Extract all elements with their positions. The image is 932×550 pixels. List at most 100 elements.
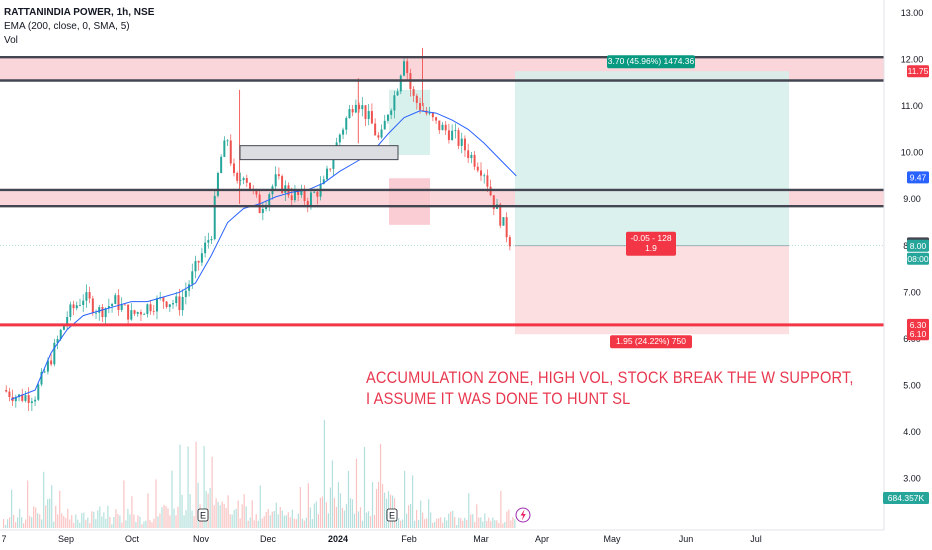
price-tag-label: 08:00 <box>907 254 929 264</box>
risk-reward-label-text: -0.05 - 128 <box>630 233 671 243</box>
volume-bar <box>289 517 291 528</box>
ema-indicator-label[interactable]: EMA (200, close, 0, SMA, 5) <box>4 21 130 32</box>
candle-body <box>146 304 149 315</box>
volume-bar <box>420 500 422 528</box>
volume-bar <box>81 513 83 528</box>
volume-bar <box>341 507 344 528</box>
volume-bar <box>285 515 287 528</box>
volume-bar <box>219 505 221 528</box>
stop-label-text: 1.95 (24.22%) 750 <box>616 336 686 346</box>
candle-body <box>444 124 447 131</box>
volume-bar <box>23 523 25 528</box>
volume-bar <box>123 480 125 528</box>
volume-bar <box>381 483 384 528</box>
volume-bar <box>153 518 155 528</box>
candle-body <box>438 120 441 131</box>
volume-bar <box>263 516 265 528</box>
candle-body <box>460 138 463 146</box>
candle-body <box>367 111 370 119</box>
ema-line <box>10 110 517 400</box>
candle-body <box>152 311 155 313</box>
volume-bar <box>486 520 488 528</box>
volume-bar <box>410 504 412 528</box>
volume-bar <box>257 520 259 528</box>
candle-body <box>27 395 30 403</box>
volume-bar <box>339 493 342 528</box>
candle-body <box>184 290 187 297</box>
volume-bar <box>3 519 5 528</box>
volume-bar <box>434 521 436 528</box>
candle-body <box>223 140 226 157</box>
candle-body <box>303 189 306 201</box>
candle-body <box>34 399 37 402</box>
candle-body <box>155 298 158 312</box>
volume-bar <box>500 490 502 528</box>
volume-bar <box>377 481 380 528</box>
volume-bar <box>83 512 85 528</box>
volume-bar <box>454 516 456 528</box>
candle-body <box>415 95 418 103</box>
candle-body <box>309 192 312 206</box>
volume-bar <box>448 513 450 528</box>
volume-bar <box>73 522 75 528</box>
accumulation-box-red <box>389 178 430 225</box>
candle-body <box>351 109 354 113</box>
volume-bar <box>502 523 504 528</box>
volume-bar <box>418 519 420 528</box>
candle-body <box>59 329 62 340</box>
candle-body <box>91 298 94 314</box>
candle-body <box>486 175 489 187</box>
symbol-title[interactable]: RATTANINDIA POWER, 1h, NSE <box>4 7 155 18</box>
candle-body <box>75 305 78 309</box>
candle-body <box>242 178 245 181</box>
long-position-tool[interactable] <box>515 71 789 335</box>
volume-bar <box>269 515 271 528</box>
volume-bar <box>460 517 462 528</box>
volume-indicator-label[interactable]: Vol <box>4 35 18 46</box>
volume-bar <box>383 492 386 528</box>
volume-bar <box>476 504 478 528</box>
volume-bar <box>414 520 416 528</box>
volume-bar <box>397 518 400 528</box>
candle-body <box>380 129 383 138</box>
candle-body <box>101 307 104 318</box>
volume-bar <box>99 506 101 528</box>
candle-body <box>428 112 431 114</box>
candle-body <box>53 342 56 365</box>
candle-body <box>403 61 405 76</box>
volume-bar <box>253 520 255 528</box>
volume-bar <box>157 516 159 528</box>
risk-reward-label-box <box>626 231 676 256</box>
volume-bar <box>19 508 21 528</box>
volume-bar <box>247 520 249 528</box>
price-tag <box>907 318 929 331</box>
volume-bar <box>267 509 269 528</box>
time-tick-label: Feb <box>401 534 417 544</box>
candle-body <box>290 195 293 201</box>
horizontal-levels[interactable] <box>0 56 884 327</box>
volume-bar <box>173 508 175 528</box>
consolidation-box <box>239 145 399 161</box>
volume-bar <box>45 505 47 528</box>
candle-body <box>447 130 450 141</box>
volume-bar <box>422 512 424 528</box>
price-tag <box>907 328 929 341</box>
volume-bar <box>213 505 215 528</box>
time-tick-label: Nov <box>193 534 210 544</box>
volume-bar <box>307 483 309 528</box>
candle-body <box>236 173 239 181</box>
volume-bar <box>127 508 129 528</box>
volume-bar <box>89 523 91 528</box>
volume-bar <box>512 517 514 528</box>
volume-bar <box>299 487 301 528</box>
candle-body <box>441 124 444 131</box>
price-tag-label: 6.30 <box>910 320 927 330</box>
volume-bar <box>91 511 93 528</box>
candle-body <box>422 110 425 111</box>
volume-bar <box>432 522 434 528</box>
candle-body <box>322 179 325 184</box>
volume-bar <box>93 511 95 528</box>
volume-bar <box>119 515 121 528</box>
candle-body <box>8 391 11 398</box>
